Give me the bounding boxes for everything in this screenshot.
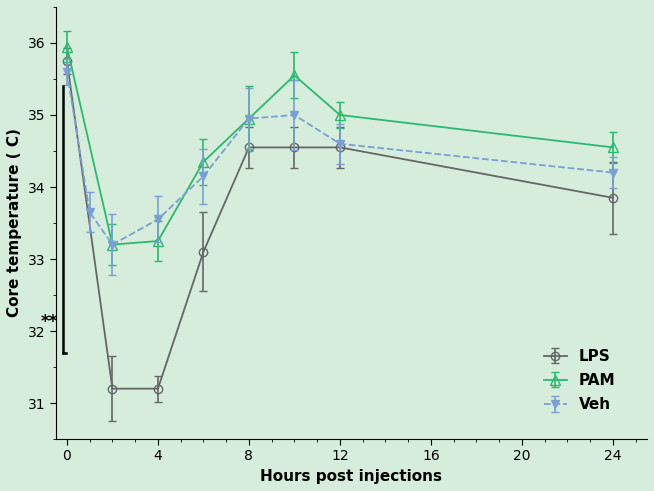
Y-axis label: Core temperature ( C): Core temperature ( C) <box>7 129 22 318</box>
Legend: LPS, PAM, Veh: LPS, PAM, Veh <box>538 343 622 418</box>
X-axis label: Hours post injections: Hours post injections <box>260 469 442 484</box>
Text: **: ** <box>41 313 58 331</box>
